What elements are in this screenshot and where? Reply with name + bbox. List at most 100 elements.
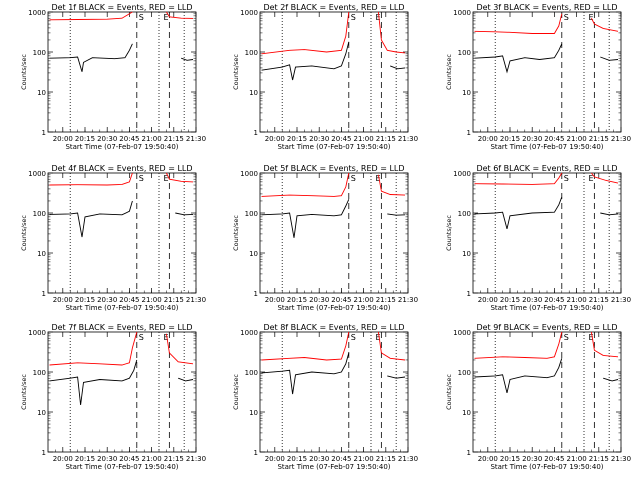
- chart-title: Det 5f BLACK = Events, RED = LLD: [263, 164, 404, 173]
- red-lld-series-seg2: [377, 174, 406, 196]
- black-events-series-seg2: [603, 377, 619, 382]
- x-tick-label: 20:30: [309, 135, 329, 143]
- x-tick-label: 20:45: [331, 296, 351, 304]
- y-tick-label: 10: [462, 409, 471, 417]
- flag-e: E: [588, 174, 593, 183]
- chart-title: Det 2f BLACK = Events, RED = LLD: [263, 3, 404, 12]
- chart-panel-6: Det 6f BLACK = Events, RED = LLD 1 10 100 10…: [445, 164, 631, 312]
- x-tick-label: 21:30: [611, 455, 631, 463]
- x-tick-label: 21:30: [398, 135, 418, 143]
- x-tick-label: 21:00: [142, 296, 162, 304]
- x-tick-label: 20:00: [265, 135, 285, 143]
- y-tick-label: 1: [467, 129, 471, 137]
- black-events-series-seg1: [49, 200, 133, 238]
- x-tick-label: 21:15: [589, 135, 609, 143]
- y-tick-label: 1000: [240, 329, 258, 337]
- chart-title: Det 8f BLACK = Events, RED = LLD: [263, 323, 404, 332]
- x-tick-label: 21:00: [354, 296, 374, 304]
- red-lld-series-seg1: [474, 331, 563, 359]
- y-tick-label: 1000: [28, 170, 46, 178]
- y-tick-label: 1000: [453, 170, 471, 178]
- black-events-series-seg1: [261, 41, 350, 81]
- black-events-series-seg2: [178, 377, 194, 382]
- y-axis-label: Counts/sec: [445, 54, 453, 90]
- y-tick-label: 1000: [240, 170, 258, 178]
- red-lld-series-seg2: [166, 11, 194, 19]
- x-tick-label: 21:30: [398, 296, 418, 304]
- y-tick-label: 1: [254, 129, 258, 137]
- y-axis-label: Counts/sec: [232, 54, 240, 90]
- red-lld-series-seg2: [591, 17, 619, 32]
- x-axis-label: Start Time (07-Feb-07 19:50:40): [490, 304, 603, 312]
- y-tick-label: 10: [37, 89, 46, 97]
- x-tick-label: 20:30: [309, 296, 329, 304]
- chart-title: Det 4f BLACK = Events, RED = LLD: [51, 164, 192, 173]
- y-tick-label: 100: [245, 49, 258, 57]
- chart-panel-4: Det 4f BLACK = Events, RED = LLD 1 10 100 10…: [20, 164, 206, 312]
- x-tick-label: 21:15: [589, 455, 609, 463]
- red-lld-series-seg1: [474, 172, 563, 185]
- black-events-series-seg1: [474, 196, 563, 230]
- flag-s: S: [564, 13, 569, 22]
- x-tick-label: 21:00: [354, 455, 374, 463]
- y-axis-label: Counts/sec: [445, 215, 453, 251]
- x-axis-label: Start Time (07-Feb-07 19:50:40): [490, 463, 603, 471]
- y-tick-label: 1: [42, 129, 46, 137]
- black-events-series-seg2: [600, 212, 619, 216]
- y-tick-label: 100: [458, 369, 471, 377]
- black-events-series-seg1: [261, 199, 350, 238]
- chart-title: Det 1f BLACK = Events, RED = LLD: [51, 3, 192, 12]
- y-axis-label: Counts/sec: [20, 374, 28, 410]
- x-tick-label: 20:45: [544, 296, 564, 304]
- y-axis-label: Counts/sec: [445, 374, 453, 410]
- x-tick-label: 20:15: [500, 296, 520, 304]
- x-tick-label: 20:45: [119, 296, 139, 304]
- x-tick-label: 20:00: [478, 296, 498, 304]
- black-events-series-seg1: [474, 43, 563, 74]
- red-lld-series-seg1: [261, 11, 350, 55]
- y-tick-label: 100: [458, 210, 471, 218]
- red-lld-series-seg1: [474, 13, 563, 34]
- x-tick-label: 20:45: [119, 135, 139, 143]
- red-lld-series-seg2: [377, 331, 406, 361]
- x-tick-label: 21:15: [376, 135, 396, 143]
- red-lld-series-seg1: [49, 331, 138, 366]
- x-axis-label: Start Time (07-Feb-07 19:50:40): [277, 143, 390, 151]
- x-tick-label: 20:45: [119, 455, 139, 463]
- x-tick-label: 20:45: [544, 455, 564, 463]
- x-tick-label: 21:00: [567, 455, 587, 463]
- red-lld-series-seg2: [590, 331, 619, 358]
- red-lld-series-seg1: [261, 331, 350, 361]
- black-events-series-seg2: [390, 65, 406, 70]
- x-tick-label: 20:00: [53, 135, 73, 143]
- x-tick-label: 20:45: [331, 135, 351, 143]
- x-tick-label: 21:00: [354, 135, 374, 143]
- x-tick-label: 21:30: [186, 455, 206, 463]
- chart-panel-7: Det 7f BLACK = Events, RED = LLD 1 10 100 10…: [20, 323, 206, 471]
- red-lld-series-seg2: [591, 172, 619, 184]
- chart-panel-2: Det 2f BLACK = Events, RED = LLD 1 10 100 10…: [232, 3, 418, 151]
- flag-e: E: [163, 13, 168, 22]
- y-axis-label: Counts/sec: [232, 374, 240, 410]
- chart-panel-1: Det 1f BLACK = Events, RED = LLD 1 10 100 10…: [20, 3, 206, 151]
- x-tick-label: 20:00: [478, 455, 498, 463]
- y-tick-label: 1: [467, 290, 471, 298]
- black-events-series-seg2: [600, 56, 619, 61]
- y-tick-label: 1000: [240, 9, 258, 17]
- y-tick-label: 10: [249, 250, 258, 258]
- x-tick-label: 21:00: [142, 135, 162, 143]
- flag-e: E: [375, 333, 380, 342]
- y-tick-label: 10: [462, 89, 471, 97]
- black-events-series-seg1: [474, 358, 563, 394]
- chart-title: Det 9f BLACK = Events, RED = LLD: [476, 323, 617, 332]
- black-events-series-seg2: [181, 57, 194, 61]
- x-tick-label: 21:15: [164, 135, 184, 143]
- y-axis-label: Counts/sec: [232, 215, 240, 251]
- x-tick-label: 20:15: [500, 455, 520, 463]
- flag-s: S: [139, 333, 144, 342]
- x-tick-label: 20:15: [500, 135, 520, 143]
- x-tick-label: 20:30: [309, 455, 329, 463]
- x-tick-label: 20:00: [53, 296, 73, 304]
- red-lld-series-seg2: [165, 333, 194, 365]
- flag-s: S: [139, 174, 144, 183]
